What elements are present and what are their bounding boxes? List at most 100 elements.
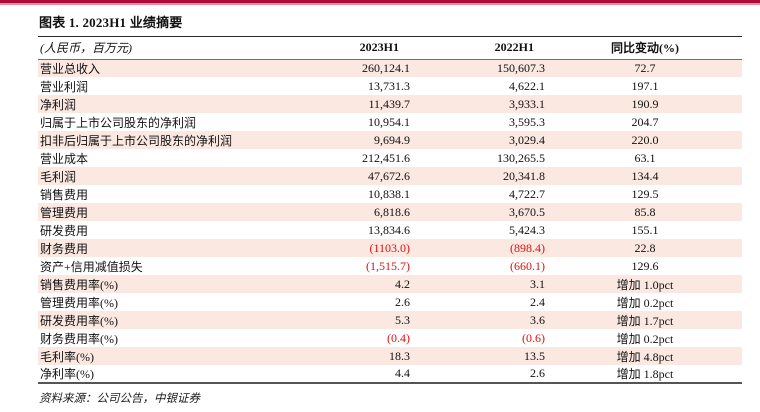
value-2023h1: 4.4 [338, 365, 413, 384]
value-2022h1: 3,595.3 [509, 114, 545, 129]
value-2022h1: 4,722.7 [509, 186, 545, 201]
report-figure: 图表 1. 2023H1 业绩摘要 (人民币，百万元) 2023H1 2022H… [38, 12, 742, 406]
value-2023h1: 11,439.7 [368, 96, 410, 111]
header-2022h1: 2022H1 [413, 37, 548, 60]
value-2022h1: 3,670.5 [509, 204, 545, 219]
row-label: 财务费用率(%) [40, 331, 118, 346]
row-label: 销售费用率(%) [40, 277, 118, 292]
row-label: 毛利率(%) [40, 349, 94, 364]
table-row: 管理费用率(%) 2.6 2.4 增加 0.2pct [38, 293, 742, 311]
value-yoy: 72.7 [634, 60, 656, 75]
value-2023h1: 47,672.6 [368, 168, 410, 183]
figure-title: 图表 1. 2023H1 业绩摘要 [38, 12, 742, 37]
value-yoy: 增加 1.7pct [616, 313, 674, 328]
table-row: 毛利润 47,672.6 20,341.8 134.4 [38, 167, 742, 185]
row-label: 净利润 [40, 97, 77, 112]
row-label: 销售费用 [40, 187, 89, 202]
value-2023h1: 5.3 [395, 312, 410, 327]
value-yoy: 63.1 [634, 150, 656, 165]
value-2023h1: 10,838.1 [368, 186, 410, 201]
value-2022h1: (0.6) [522, 330, 545, 345]
value-yoy: 129.6 [631, 258, 659, 273]
value-yoy: 增加 0.2pct [616, 331, 674, 346]
row-label: 管理费用率(%) [40, 295, 118, 310]
row-label: 研发费用 [40, 223, 89, 238]
value-2022h1: 20,341.8 [503, 168, 545, 183]
value-2022h1: 3,029.4 [509, 132, 545, 147]
value-2023h1: (0.4) [387, 330, 410, 345]
row-label: 扣非后归属于上市公司股东的净利润 [40, 133, 233, 148]
row-label: 营业总收入 [40, 61, 101, 76]
value-2022h1: 3.6 [530, 312, 545, 327]
table-row: 资产+信用减值损失 (1,515.7) (660.1) 129.6 [38, 257, 742, 275]
value-2022h1: 3.1 [530, 276, 545, 291]
value-2022h1: 5,424.3 [509, 222, 545, 237]
source-note: 资料来源：公司公告，中银证券 [39, 393, 200, 405]
value-2023h1: 6,818.6 [374, 204, 410, 219]
value-2022h1: 2.6 [413, 365, 548, 384]
value-yoy: 增加 4.8pct [616, 349, 674, 364]
table-row: 营业利润 13,731.3 4,622.1 197.1 [38, 77, 742, 95]
table-row: 研发费用率(%) 5.3 3.6 增加 1.7pct [38, 311, 742, 329]
value-yoy: 85.8 [634, 204, 656, 219]
table-row: 扣非后归属于上市公司股东的净利润 9,694.9 3,029.4 220.0 [38, 131, 742, 149]
value-2022h1: 13.5 [524, 348, 545, 363]
value-yoy: 190.9 [631, 96, 659, 111]
value-2023h1: 212,451.6 [362, 150, 410, 165]
table-body: 营业总收入 260,124.1 150,607.3 72.7 营业利润 13,731.3 4… [38, 59, 742, 384]
value-2022h1: 130,265.5 [497, 150, 545, 165]
row-label: 净利率(%) [38, 365, 338, 384]
table-row: 研发费用 13,834.6 5,424.3 155.1 [38, 221, 742, 239]
value-2023h1: 2.6 [395, 294, 410, 309]
value-2022h1: (898.4) [510, 240, 545, 255]
table-row: 营业成本 212,451.6 130,265.5 63.1 [38, 149, 742, 167]
value-2023h1: 13,834.6 [368, 222, 410, 237]
value-2022h1: 150,607.3 [497, 60, 545, 75]
row-label: 归属于上市公司股东的净利润 [40, 115, 197, 130]
value-2023h1: 260,124.1 [362, 60, 410, 75]
value-2022h1: 2.4 [530, 294, 545, 309]
value-yoy: 220.0 [631, 132, 659, 147]
value-2023h1: 13,731.3 [368, 78, 410, 93]
value-2023h1: (1103.0) [369, 240, 410, 255]
row-label: 资产+信用减值损失 [40, 259, 143, 274]
value-2023h1: 10,954.1 [368, 114, 410, 129]
value-yoy: 增加 1.0pct [616, 277, 674, 292]
table-row: 净利率(%) 4.4 2.6 增加 1.8pct [38, 365, 742, 384]
table-row: 毛利率(%) 18.3 13.5 增加 4.8pct [38, 347, 742, 365]
row-label: 财务费用 [40, 241, 89, 256]
top-accent-bar [0, 0, 760, 5]
value-yoy: 增加 1.8pct [548, 365, 742, 384]
row-label: 管理费用 [40, 205, 89, 220]
value-2023h1: 4.2 [395, 276, 410, 291]
table-row: 财务费用率(%) (0.4) (0.6) 增加 0.2pct [38, 329, 742, 347]
value-2022h1: 3,933.1 [509, 96, 545, 111]
value-2023h1: 9,694.9 [374, 132, 410, 147]
performance-summary-table: (人民币，百万元) 2023H1 2022H1 同比变动(%) 营业总收入 260… [38, 37, 742, 384]
value-2023h1: 18.3 [389, 348, 410, 363]
value-yoy: 增加 0.2pct [616, 295, 674, 310]
value-yoy: 155.1 [631, 222, 659, 237]
value-yoy: 129.5 [631, 186, 659, 201]
row-label: 研发费用率(%) [40, 313, 118, 328]
table-row: 管理费用 6,818.6 3,670.5 85.8 [38, 203, 742, 221]
value-yoy: 134.4 [631, 168, 659, 183]
table-row: 销售费用 10,838.1 4,722.7 129.5 [38, 185, 742, 203]
table-header-row: (人民币，百万元) 2023H1 2022H1 同比变动(%) [38, 37, 742, 60]
value-yoy: 197.1 [631, 78, 659, 93]
table-row: 净利润 11,439.7 3,933.1 190.9 [38, 95, 742, 113]
header-yoy-change: 同比变动(%) [548, 37, 742, 60]
row-label: 毛利润 [40, 169, 77, 184]
value-2022h1: 4,622.1 [509, 78, 545, 93]
table-row: 销售费用率(%) 4.2 3.1 增加 1.0pct [38, 275, 742, 293]
table-row: 营业总收入 260,124.1 150,607.3 72.7 [38, 59, 742, 77]
value-2022h1: (660.1) [510, 258, 545, 273]
row-label: 营业成本 [40, 151, 89, 166]
table-row: 财务费用 (1103.0) (898.4) 22.8 [38, 239, 742, 257]
header-2023h1: 2023H1 [338, 37, 413, 60]
row-label: 营业利润 [40, 79, 89, 94]
header-unit-label: (人民币，百万元) [38, 37, 338, 60]
value-yoy: 204.7 [631, 114, 659, 129]
value-2023h1: (1,515.7) [366, 258, 410, 273]
table-row: 归属于上市公司股东的净利润 10,954.1 3,595.3 204.7 [38, 113, 742, 131]
